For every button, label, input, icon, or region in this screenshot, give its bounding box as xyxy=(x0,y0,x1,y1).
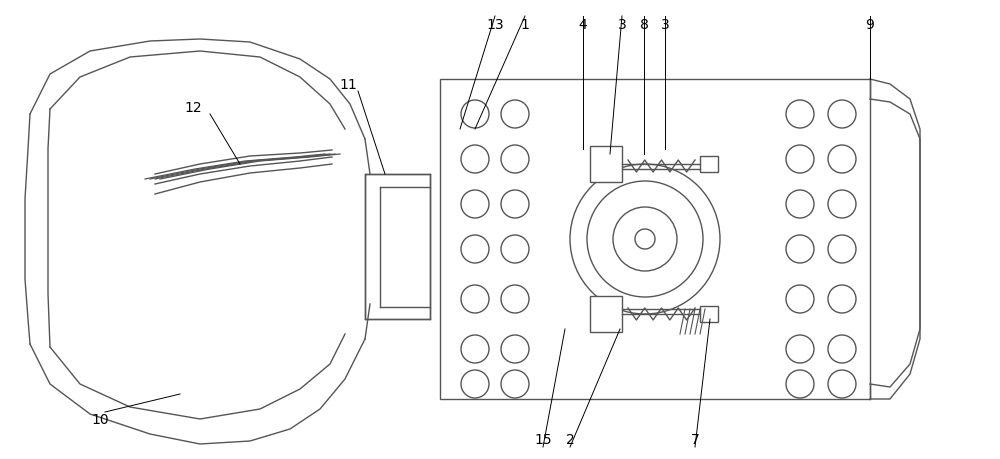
Circle shape xyxy=(828,235,856,263)
Circle shape xyxy=(828,370,856,398)
Circle shape xyxy=(501,285,529,313)
Text: 3: 3 xyxy=(661,18,669,32)
Circle shape xyxy=(461,101,489,129)
Circle shape xyxy=(828,101,856,129)
Circle shape xyxy=(635,230,655,249)
Circle shape xyxy=(501,335,529,363)
Text: 2: 2 xyxy=(566,432,574,446)
Circle shape xyxy=(501,146,529,174)
Circle shape xyxy=(461,235,489,263)
Circle shape xyxy=(786,335,814,363)
Bar xyxy=(700,157,718,173)
Text: 8: 8 xyxy=(640,18,648,32)
Circle shape xyxy=(786,101,814,129)
Text: 9: 9 xyxy=(866,18,874,32)
Circle shape xyxy=(786,190,814,218)
Bar xyxy=(590,297,622,332)
Bar xyxy=(590,147,622,183)
Text: 3: 3 xyxy=(618,18,626,32)
Circle shape xyxy=(828,190,856,218)
Circle shape xyxy=(786,235,814,263)
Circle shape xyxy=(828,146,856,174)
Circle shape xyxy=(461,370,489,398)
Circle shape xyxy=(587,182,703,297)
Circle shape xyxy=(461,190,489,218)
Text: 12: 12 xyxy=(184,101,202,115)
Text: 4: 4 xyxy=(579,18,587,32)
Circle shape xyxy=(501,235,529,263)
Text: 11: 11 xyxy=(339,78,357,92)
Circle shape xyxy=(828,335,856,363)
Text: 15: 15 xyxy=(534,432,552,446)
Text: 13: 13 xyxy=(486,18,504,32)
Circle shape xyxy=(501,370,529,398)
Circle shape xyxy=(786,370,814,398)
Circle shape xyxy=(786,146,814,174)
Text: 7: 7 xyxy=(691,432,699,446)
Circle shape xyxy=(613,207,677,271)
Circle shape xyxy=(501,190,529,218)
Circle shape xyxy=(461,146,489,174)
Text: 1: 1 xyxy=(521,18,529,32)
Circle shape xyxy=(570,165,720,314)
Circle shape xyxy=(501,101,529,129)
Text: 10: 10 xyxy=(91,412,109,426)
Circle shape xyxy=(461,335,489,363)
Circle shape xyxy=(828,285,856,313)
Bar xyxy=(700,306,718,322)
Circle shape xyxy=(461,285,489,313)
Circle shape xyxy=(786,285,814,313)
Bar xyxy=(440,80,870,399)
Bar xyxy=(365,174,430,319)
